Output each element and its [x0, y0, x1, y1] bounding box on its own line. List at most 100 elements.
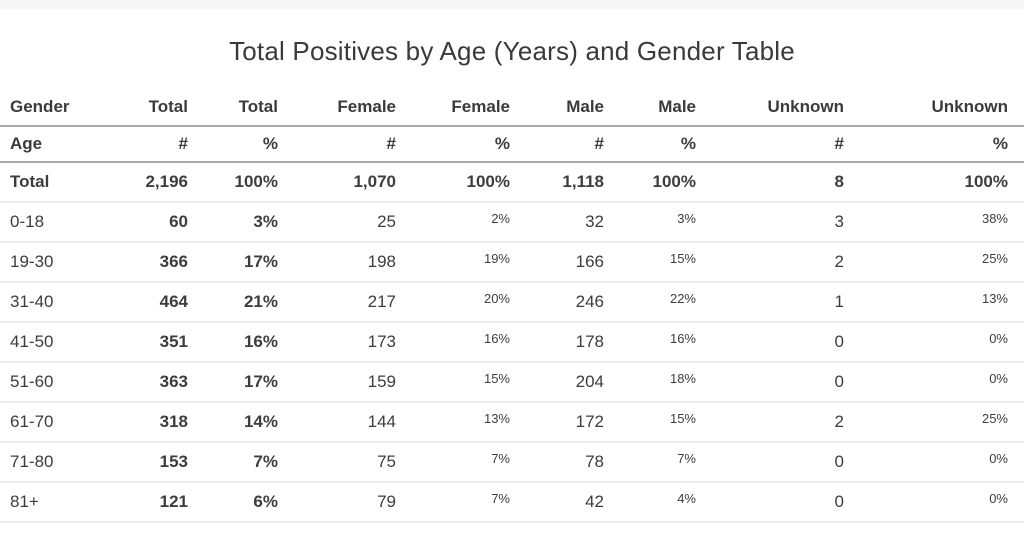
table-header: Gender Total Total Female Female Male Ma… — [0, 89, 1024, 163]
subheader-total-count: # — [132, 126, 204, 163]
table-cell: 25 — [294, 202, 412, 243]
table-cell: 0% — [860, 442, 1024, 483]
table-cell: 15% — [412, 362, 526, 403]
table-row: Total 2,196 100% 1,070 100% 1,118 100% 8 100% — [0, 162, 1024, 203]
table-cell: 2,196 — [132, 162, 204, 203]
page-title: Total Positives by Age (Years) and Gende… — [229, 36, 795, 66]
table-cell: 7% — [412, 442, 526, 483]
table-cell: 366 — [132, 242, 204, 283]
subheader-unknown-count: # — [712, 126, 860, 163]
table-cell: 153 — [132, 442, 204, 483]
table-cell: 363 — [132, 362, 204, 403]
subheader-female-percent: % — [412, 126, 526, 163]
table-cell: 21% — [204, 282, 294, 323]
table-cell: 25% — [860, 242, 1024, 283]
col-header-unknown-n: Unknown — [712, 89, 860, 127]
table-cell: 0% — [860, 322, 1024, 363]
table-cell: 198 — [294, 242, 412, 283]
table-cell: 60 — [132, 202, 204, 243]
col-header-total-n: Total — [132, 89, 204, 127]
col-header-total-pct: Total — [204, 89, 294, 127]
table-row: 51-60 363 17% 159 15% 204 18% 0 0% — [0, 362, 1024, 403]
table-row: 19-30 366 17% 198 19% 166 15% 2 25% — [0, 242, 1024, 283]
table-cell: 100% — [860, 162, 1024, 203]
table-cell: 2 — [712, 402, 860, 443]
table-cell: 178 — [526, 322, 620, 363]
subheader-female-count: # — [294, 126, 412, 163]
row-label: 0-18 — [0, 202, 132, 243]
row-label: 71-80 — [0, 442, 132, 483]
row-label: 51-60 — [0, 362, 132, 403]
table-cell: 1,118 — [526, 162, 620, 203]
table-cell: 8 — [712, 162, 860, 203]
table-cell: 100% — [620, 162, 712, 203]
table-cell: 75 — [294, 442, 412, 483]
table-cell: 15% — [620, 402, 712, 443]
page-top-strip — [0, 0, 1024, 10]
table-cell: 38% — [860, 202, 1024, 243]
table-cell: 0 — [712, 362, 860, 403]
table-row: 71-80 153 7% 75 7% 78 7% 0 0% — [0, 442, 1024, 483]
table-cell: 1,070 — [294, 162, 412, 203]
col-header-male-pct: Male — [620, 89, 712, 127]
table-group-header-row: Gender Total Total Female Female Male Ma… — [0, 89, 1024, 127]
table-cell: 464 — [132, 282, 204, 323]
table-cell: 0 — [712, 322, 860, 363]
table-cell: 14% — [204, 402, 294, 443]
subheader-male-count: # — [526, 126, 620, 163]
table-cell: 13% — [412, 402, 526, 443]
row-label: 31-40 — [0, 282, 132, 323]
table-cell: 0 — [712, 442, 860, 483]
table-body: Total 2,196 100% 1,070 100% 1,118 100% 8 100% 0-1… — [0, 162, 1024, 523]
table-row: 0-18 60 3% 25 2% 32 3% 3 38% — [0, 202, 1024, 243]
table-cell: 18% — [620, 362, 712, 403]
table-cell: 2 — [712, 242, 860, 283]
table-cell: 7% — [412, 482, 526, 523]
table-cell: 217 — [294, 282, 412, 323]
row-label: 19-30 — [0, 242, 132, 283]
table-cell: 17% — [204, 242, 294, 283]
col-header-gender: Gender — [0, 89, 132, 127]
row-label: 81+ — [0, 482, 132, 523]
positives-by-age-gender-table: Gender Total Total Female Female Male Ma… — [0, 89, 1024, 523]
col-header-male-n: Male — [526, 89, 620, 127]
row-label: Total — [0, 162, 132, 203]
table-cell: 78 — [526, 442, 620, 483]
table-cell: 7% — [204, 442, 294, 483]
table-cell: 3% — [620, 202, 712, 243]
table-cell: 42 — [526, 482, 620, 523]
table-cell: 16% — [620, 322, 712, 363]
table-row: 41-50 351 16% 173 16% 178 16% 0 0% — [0, 322, 1024, 363]
table-cell: 20% — [412, 282, 526, 323]
table-cell: 16% — [204, 322, 294, 363]
table-cell: 121 — [132, 482, 204, 523]
table-row: 31-40 464 21% 217 20% 246 22% 1 13% — [0, 282, 1024, 323]
row-label: 41-50 — [0, 322, 132, 363]
table-cell: 159 — [294, 362, 412, 403]
subheader-age: Age — [0, 126, 132, 163]
table-cell: 19% — [412, 242, 526, 283]
table-cell: 0 — [712, 482, 860, 523]
subheader-male-percent: % — [620, 126, 712, 163]
table-cell: 7% — [620, 442, 712, 483]
table-row: 81+ 121 6% 79 7% 42 4% 0 0% — [0, 482, 1024, 523]
row-label: 61-70 — [0, 402, 132, 443]
table-cell: 318 — [132, 402, 204, 443]
table-cell: 25% — [860, 402, 1024, 443]
table-cell: 144 — [294, 402, 412, 443]
table-cell: 0% — [860, 482, 1024, 523]
table-cell: 2% — [412, 202, 526, 243]
table-cell: 16% — [412, 322, 526, 363]
table-cell: 0% — [860, 362, 1024, 403]
table-row: 61-70 318 14% 144 13% 172 15% 2 25% — [0, 402, 1024, 443]
table-cell: 15% — [620, 242, 712, 283]
table-cell: 1 — [712, 282, 860, 323]
table-cell: 4% — [620, 482, 712, 523]
table-cell: 351 — [132, 322, 204, 363]
subheader-unknown-percent: % — [860, 126, 1024, 163]
col-header-female-pct: Female — [412, 89, 526, 127]
table-cell: 3% — [204, 202, 294, 243]
table-cell: 204 — [526, 362, 620, 403]
table-cell: 100% — [204, 162, 294, 203]
table-cell: 79 — [294, 482, 412, 523]
